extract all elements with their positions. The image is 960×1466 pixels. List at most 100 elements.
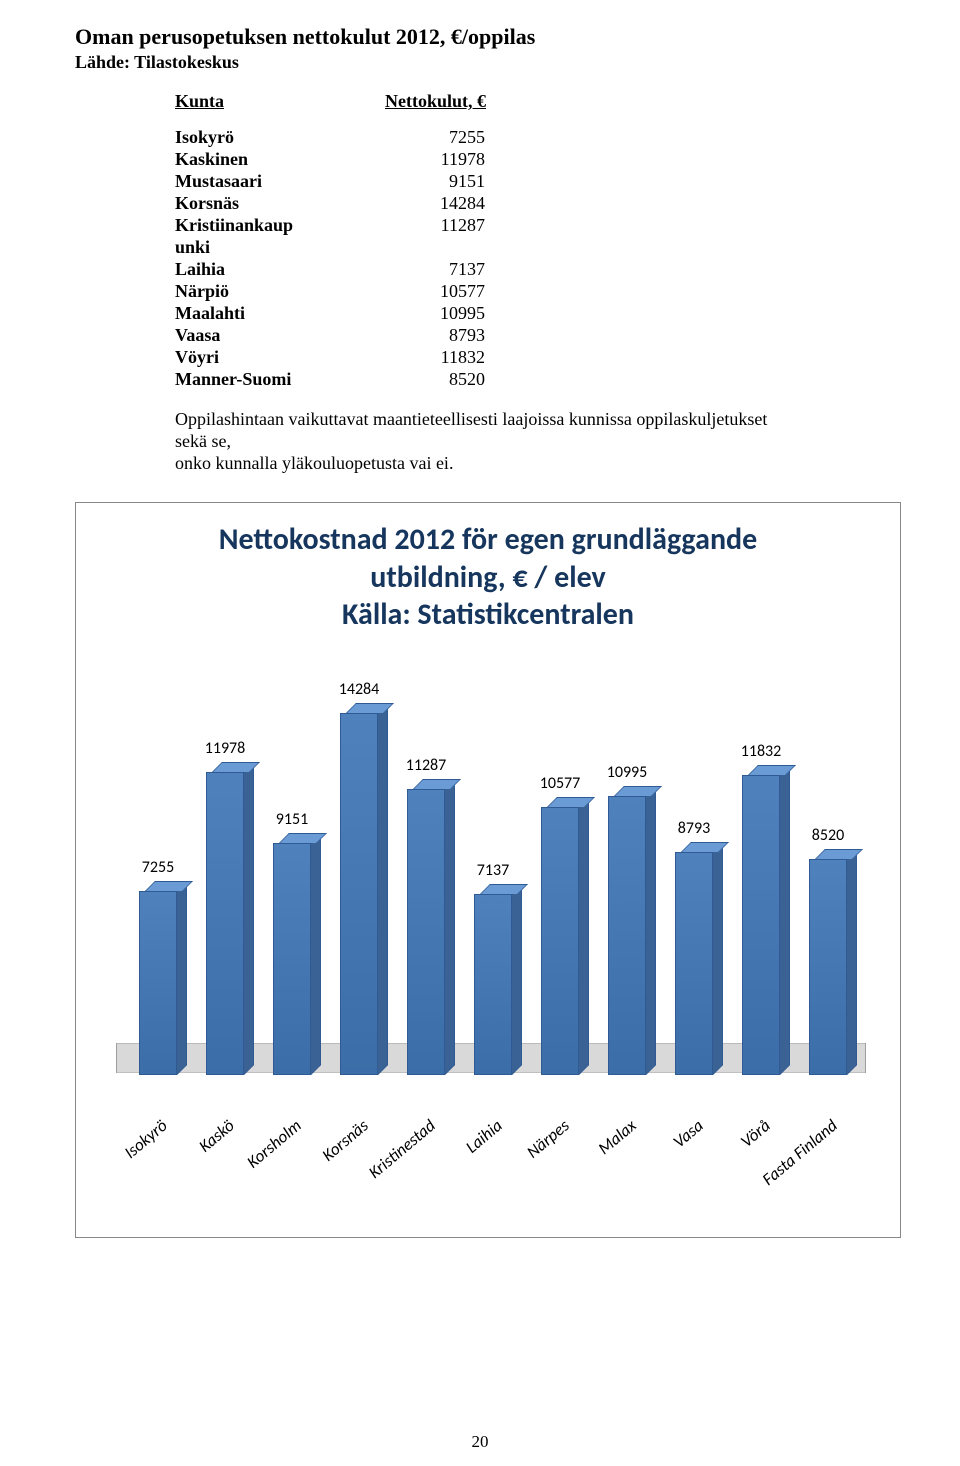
- table-row: Vaasa8793: [175, 324, 900, 346]
- bar: [273, 843, 311, 1075]
- bar-slot: 7255: [132, 891, 184, 1075]
- table-row: Manner-Suomi8520: [175, 368, 900, 390]
- data-table: Kunta Nettokulut, € Isokyrö7255Kaskinen1…: [175, 91, 900, 390]
- note-line: sekä se,: [175, 430, 900, 452]
- row-name: Närpiö: [175, 280, 385, 302]
- row-name: Kristiinankaupunki: [175, 214, 385, 258]
- bar-slot: 9151: [266, 843, 318, 1075]
- row-value: 10995: [385, 302, 485, 324]
- notes-block: Oppilashintaan vaikuttavat maantieteelli…: [175, 408, 900, 474]
- row-value: 7255: [385, 126, 485, 148]
- row-value: 8520: [385, 368, 485, 390]
- x-label-slot: Kristinestad: [400, 1101, 452, 1221]
- bar: [407, 789, 445, 1075]
- bar-slot: 8793: [668, 852, 720, 1075]
- table-row: Kristiinankaupunki11287: [175, 214, 900, 258]
- bar-value-label: 8793: [644, 819, 744, 838]
- plot-area: 7255119789151142841128771371057710995879…: [116, 663, 866, 1103]
- bar-slot: 7137: [467, 894, 519, 1075]
- x-label-slot: Malax: [601, 1101, 653, 1221]
- table-row: Korsnäs14284: [175, 192, 900, 214]
- bar-value-label: 7137: [443, 861, 543, 880]
- x-axis-label: Isokyrö: [120, 1115, 171, 1163]
- bar-slot: 11832: [735, 775, 787, 1075]
- bar-value-label: 7255: [108, 858, 208, 877]
- x-axis-label: Korsnäs: [318, 1115, 373, 1166]
- x-axis-label: Kaskö: [195, 1115, 239, 1157]
- row-name: Manner-Suomi: [175, 368, 385, 390]
- chart-title-line: Källa: Statistikcentralen: [342, 596, 634, 633]
- bar: [809, 859, 847, 1075]
- bar-slot: 11287: [400, 789, 452, 1075]
- chart-title-line: utbildning, € / elev: [370, 559, 605, 596]
- row-value: 9151: [385, 170, 485, 192]
- table-row: Maalahti10995: [175, 302, 900, 324]
- chart-title-line: Nettokostnad 2012 för egen grundläggande: [219, 521, 758, 558]
- table-row: Mustasaari9151: [175, 170, 900, 192]
- row-value: 11978: [385, 148, 485, 170]
- bar: [206, 772, 244, 1075]
- page-title: Oman perusopetuksen nettokulut 2012, €/o…: [75, 24, 900, 50]
- bar: [675, 852, 713, 1075]
- x-axis-label: Vörå: [736, 1115, 774, 1152]
- x-label-slot: Kaskö: [199, 1101, 251, 1221]
- row-name: Vaasa: [175, 324, 385, 346]
- page-subtitle: Lähde: Tilastokeskus: [75, 52, 900, 73]
- table-row: Laihia7137: [175, 258, 900, 280]
- table-body: Isokyrö7255Kaskinen11978Mustasaari9151Ko…: [175, 126, 900, 390]
- x-label-slot: Laihia: [467, 1101, 519, 1221]
- row-name: Isokyrö: [175, 126, 385, 148]
- row-value: 11832: [385, 346, 485, 368]
- bar-value-label: 11978: [175, 739, 275, 758]
- note-line: Oppilashintaan vaikuttavat maantieteelli…: [175, 408, 900, 430]
- bar-value-label: 14284: [309, 680, 409, 699]
- row-name: Korsnäs: [175, 192, 385, 214]
- row-value: 8793: [385, 324, 485, 346]
- bar-slot: 8520: [802, 859, 854, 1075]
- x-axis-label: Vasa: [669, 1115, 708, 1152]
- bar-value-label: 8520: [778, 826, 878, 845]
- row-name: Kaskinen: [175, 148, 385, 170]
- bar-value-label: 11832: [711, 742, 811, 761]
- header-nettokulut: Nettokulut, €: [385, 91, 486, 112]
- x-axis-label: Malax: [594, 1115, 641, 1159]
- row-name: Mustasaari: [175, 170, 385, 192]
- bar: [340, 713, 378, 1075]
- row-name: Maalahti: [175, 302, 385, 324]
- table-row: Kaskinen11978: [175, 148, 900, 170]
- row-value: 10577: [385, 280, 485, 302]
- row-name: Vöyri: [175, 346, 385, 368]
- table-header: Kunta Nettokulut, €: [175, 91, 900, 112]
- bar-value-label: 11287: [376, 756, 476, 775]
- bars-container: 7255119789151142841128771371057710995879…: [132, 695, 854, 1075]
- bar: [541, 807, 579, 1075]
- bar: [742, 775, 780, 1075]
- x-label-slot: Vasa: [668, 1101, 720, 1221]
- bar-chart: Nettokostnad 2012 för egen grundläggande…: [75, 502, 901, 1238]
- bar: [474, 894, 512, 1075]
- row-value: 7137: [385, 258, 485, 280]
- bar-value-label: 9151: [242, 810, 342, 829]
- table-row: Närpiö10577: [175, 280, 900, 302]
- x-axis-label: Korsholm: [243, 1115, 306, 1173]
- x-label-slot: Korsholm: [266, 1101, 318, 1221]
- row-value: 14284: [385, 192, 485, 214]
- x-labels: IsokyröKasköKorsholmKorsnäsKristinestadL…: [132, 1101, 854, 1221]
- page-number: 20: [0, 1432, 960, 1452]
- bar: [608, 796, 646, 1075]
- bar: [139, 891, 177, 1075]
- x-axis-label: Laihia: [461, 1115, 506, 1158]
- row-name: Laihia: [175, 258, 385, 280]
- note-line: onko kunnalla yläkouluopetusta vai ei.: [175, 452, 900, 474]
- table-row: Vöyri11832: [175, 346, 900, 368]
- x-axis-label: Närpes: [522, 1115, 573, 1163]
- header-kunta: Kunta: [175, 91, 385, 112]
- bar-value-label: 10995: [577, 763, 677, 782]
- row-value: 11287: [385, 214, 485, 258]
- x-label-slot: Fasta Finland: [802, 1101, 854, 1221]
- chart-title: Nettokostnad 2012 för egen grundläggande…: [76, 503, 900, 634]
- x-label-slot: Isokyrö: [132, 1101, 184, 1221]
- x-label-slot: Närpes: [534, 1101, 586, 1221]
- table-row: Isokyrö7255: [175, 126, 900, 148]
- bar-slot: 10577: [534, 807, 586, 1075]
